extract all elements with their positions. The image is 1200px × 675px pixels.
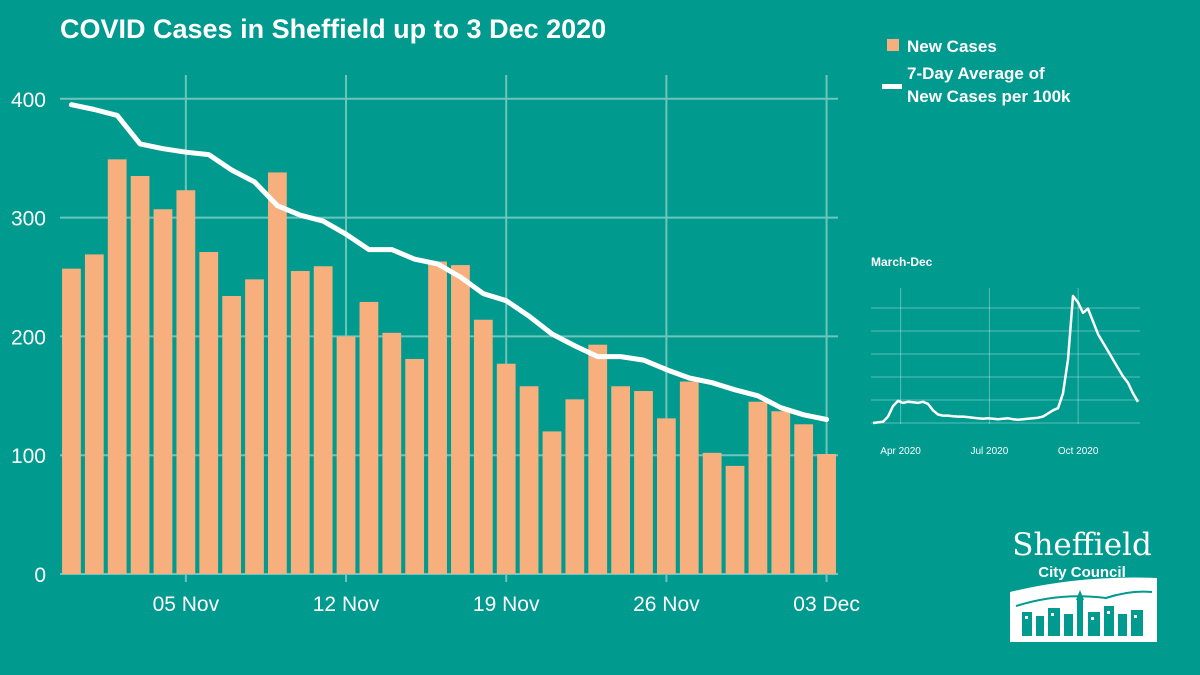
bar-new-cases [588, 344, 608, 574]
bar-new-cases [702, 452, 722, 574]
bar-new-cases [496, 363, 516, 574]
logo-name: Sheffield [1012, 527, 1152, 563]
y-tick-label: 0 [34, 564, 46, 587]
legend: New Cases 7-Day Average of New Cases per… [882, 37, 1071, 106]
bar-new-cases [245, 279, 264, 574]
legend-line-label-2: New Cases per 100k [907, 87, 1071, 106]
legend-line-label-1: 7-Day Average of [907, 64, 1045, 83]
city-skyline-icon [1010, 577, 1157, 642]
bar-new-cases [382, 332, 402, 574]
bar-new-cases [176, 190, 196, 574]
bar-new-cases [817, 454, 836, 574]
bar-new-cases [679, 381, 699, 574]
chart-title: COVID Cases in Sheffield up to 3 Dec 202… [60, 14, 606, 44]
bar-new-cases [153, 209, 173, 574]
bar-new-cases [290, 271, 310, 574]
bar-new-cases [473, 319, 493, 574]
bar-new-cases [107, 159, 127, 574]
mini-x-tick-label: Oct 2020 [1058, 446, 1099, 457]
bar-new-cases [519, 386, 539, 574]
logo-subtitle: City Council [1038, 564, 1126, 581]
x-axis-ticks: 05 Nov 12 Nov 19 Nov 26 Nov 03 Dec [153, 593, 860, 616]
bar-new-cases [748, 401, 768, 574]
bars [62, 159, 836, 574]
bar-new-cases [222, 295, 241, 574]
mini-x-ticks: Apr 2020 Jul 2020 Oct 2020 [880, 446, 1099, 457]
mini-x-tick-label: Jul 2020 [970, 446, 1008, 457]
bar-new-cases [428, 261, 447, 574]
y-tick-label: 100 [11, 445, 46, 468]
y-axis-ticks: 0 100 200 300 400 [11, 89, 46, 587]
bar-new-cases [84, 254, 104, 574]
y-tick-label: 400 [11, 89, 46, 112]
y-tick-label: 300 [11, 208, 46, 231]
legend-bar-label: New Cases [907, 37, 997, 56]
mini-grid [871, 288, 1140, 424]
bar-new-cases [725, 465, 745, 574]
bar-new-cases [565, 399, 585, 574]
bar-new-cases [359, 301, 379, 574]
mini-chart: March-Dec Apr 2020 Jul 2020 Oct 2020 [871, 255, 1140, 457]
bar-new-cases [634, 391, 653, 574]
sheffield-city-council-logo: Sheffield City Council [1010, 527, 1157, 642]
mini-x-tick-label: Apr 2020 [880, 446, 921, 457]
bar-new-cases [405, 358, 425, 574]
bar-new-cases [62, 268, 81, 574]
x-tick-label: 05 Nov [153, 593, 220, 616]
mini-chart-title: March-Dec [871, 255, 933, 269]
y-tick-label: 200 [11, 326, 46, 349]
legend-line-swatch [882, 84, 902, 89]
x-tick-label: 19 Nov [473, 593, 540, 616]
bar-new-cases [657, 418, 676, 574]
bar-new-cases [313, 266, 333, 574]
seven-day-average-line [68, 102, 830, 422]
bar-new-cases [542, 431, 562, 574]
bar-new-cases [130, 175, 150, 574]
bar-new-cases [199, 252, 219, 574]
bar-new-cases [336, 336, 356, 574]
bar-new-cases [611, 386, 630, 574]
legend-bar-swatch [887, 39, 899, 51]
bar-new-cases [451, 265, 470, 574]
x-tick-label: 26 Nov [633, 593, 700, 616]
bar-new-cases [794, 424, 814, 574]
x-tick-label: 12 Nov [313, 593, 380, 616]
main-plot: 0 100 200 300 400 05 Nov 12 Nov 19 Nov 26 Nov 03… [11, 75, 860, 616]
mini-chart-line [872, 294, 1140, 425]
x-tick-label: 03 Dec [793, 593, 860, 616]
bar-new-cases [771, 411, 791, 574]
bar-new-cases [268, 172, 287, 574]
